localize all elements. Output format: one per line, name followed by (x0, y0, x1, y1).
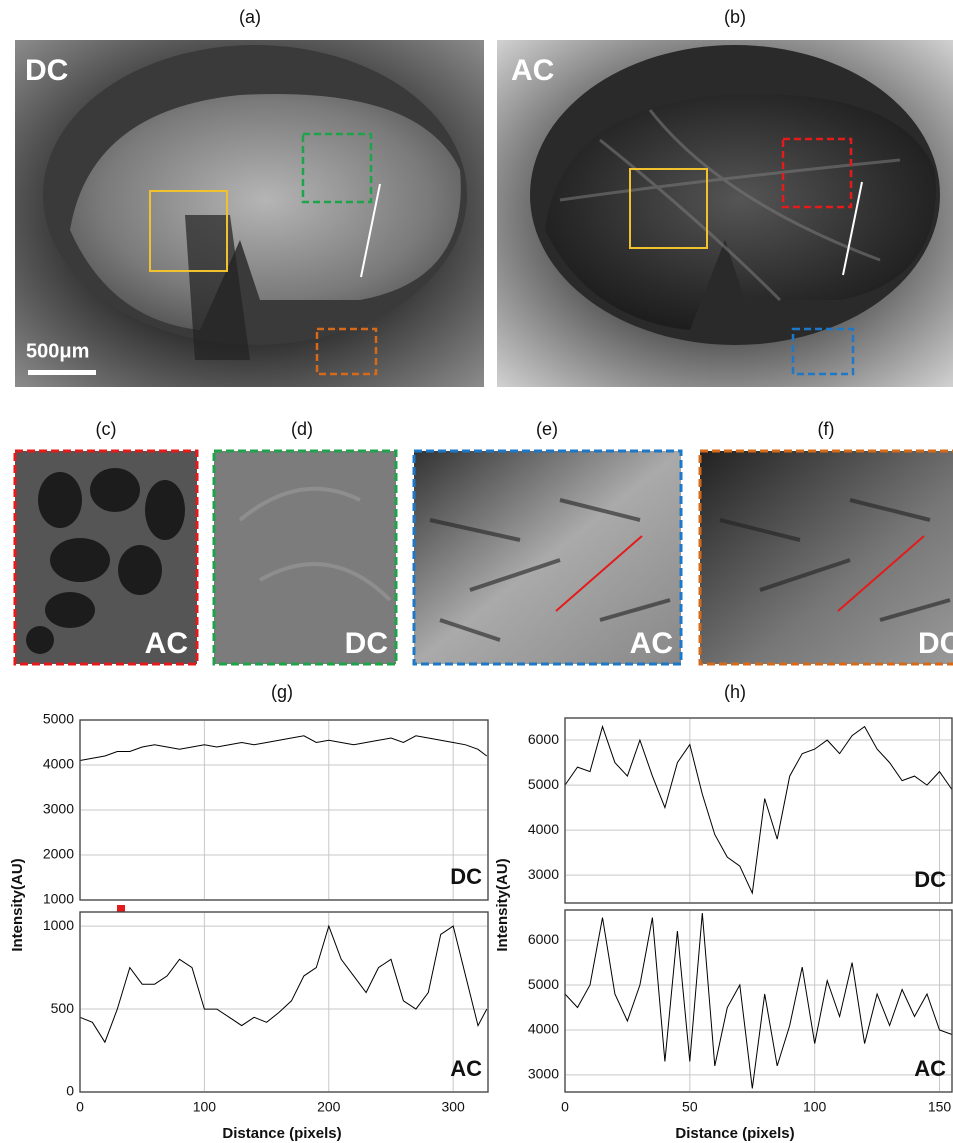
x-tick-label: 50 (682, 1099, 698, 1115)
panel-label: (a) (239, 7, 261, 27)
y-tick-label: 3000 (528, 1066, 559, 1082)
y-tick-label: 6000 (528, 731, 559, 747)
panel-label: (f) (818, 419, 835, 439)
y-axis-label: Intensity(AU) (494, 858, 511, 951)
y-tick-label: 4000 (43, 756, 74, 772)
image-f (700, 451, 953, 664)
panel-tag: AC (511, 54, 554, 87)
series-tag: AC (914, 1056, 946, 1081)
x-tick-label: 150 (928, 1099, 952, 1115)
chart-title: (g) (271, 682, 293, 702)
x-tick-label: 0 (561, 1099, 569, 1115)
y-tick-label: 500 (51, 1000, 75, 1016)
x-axis-label: Distance (pixels) (222, 1125, 341, 1142)
plot: 3000 4000 5000 6000 DC (h) (528, 682, 952, 903)
y-tick-label: 0 (66, 1083, 74, 1099)
chart-title: (h) (724, 682, 746, 702)
x-tick-label: 100 (803, 1099, 827, 1115)
y-tick-label: 3000 (528, 866, 559, 882)
x-axis-label: Distance (pixels) (675, 1125, 794, 1142)
panel-label: (d) (291, 419, 313, 439)
panel-tag: DC (918, 627, 953, 660)
series-tag: DC (450, 864, 482, 889)
figure: (a)DC500μm(b)AC(c)AC(d)DC(e)AC(f)DC10002… (0, 0, 953, 1143)
x-tick-label: 200 (317, 1099, 341, 1115)
y-tick-label: 2000 (43, 846, 74, 862)
x-tick-label: 0 (76, 1099, 84, 1115)
plot-frame (565, 910, 952, 1092)
plot: 0 500 1000 0 100 200 300 AC Distance (pixels) Int… (9, 858, 488, 1142)
y-tick-label: 1000 (43, 917, 74, 933)
panel-tag: DC (25, 54, 68, 87)
plot: 1000 2000 3000 4000 5000 DC (g) (43, 682, 488, 907)
y-tick-label: 5000 (528, 976, 559, 992)
y-tick-label: 5000 (528, 776, 559, 792)
y-tick-label: 3000 (43, 801, 74, 817)
panel-label: (e) (536, 419, 558, 439)
panel-tag: AC (630, 627, 673, 660)
image-b (497, 40, 953, 387)
series-tag: AC (450, 1056, 482, 1081)
scale-label: 500μm (26, 340, 89, 362)
panel-tag: DC (345, 627, 388, 660)
panel-tag: AC (145, 627, 188, 660)
series-tag: DC (914, 867, 946, 892)
y-tick-label: 5000 (43, 711, 74, 727)
y-tick-label: 6000 (528, 931, 559, 947)
plot-frame (80, 912, 488, 1092)
y-axis-label: Intensity(AU) (9, 858, 26, 951)
y-tick-label: 4000 (528, 1021, 559, 1037)
x-tick-label: 300 (441, 1099, 465, 1115)
x-tick-label: 100 (193, 1099, 217, 1115)
panel-label: (b) (724, 7, 746, 27)
y-tick-label: 4000 (528, 821, 559, 837)
image-a (15, 40, 484, 387)
y-tick-label: 1000 (43, 891, 74, 907)
panel-label: (c) (96, 419, 117, 439)
